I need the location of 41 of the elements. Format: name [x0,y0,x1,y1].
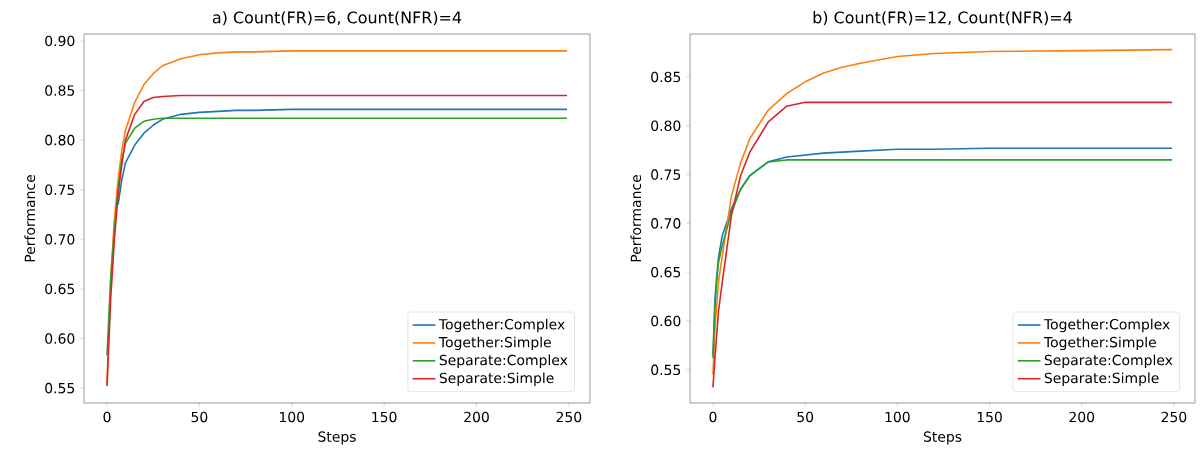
y-tick-label: 0.60 [45,333,75,344]
y-tick-label: 0.65 [45,283,75,295]
y-tick-label: 0.85 [651,71,681,83]
y-tick-label: 0.75 [45,184,75,195]
y-tick-label: 0.55 [651,364,681,376]
y-tick-label: 0.85 [45,85,75,96]
legend-label: Together:Simple [1043,336,1156,351]
x-tick-label: 150 [977,411,1002,423]
x-tick-label: 50 [797,411,814,423]
legend-label: Together:Complex [438,318,565,333]
x-tick-label: 50 [191,411,208,423]
y-tick-label: 0.60 [651,315,681,327]
x-tick-label: 150 [372,411,397,423]
legend-label: Together:Simple [438,336,551,351]
x-tick-label: 0 [103,411,111,423]
x-tick-label: 250 [556,411,582,423]
x-tick-label: 100 [885,411,910,423]
x-axis-title: Steps [318,431,356,445]
y-tick-label: 0.80 [45,134,75,146]
x-axis-title: Steps [923,431,962,445]
x-tick-label: 200 [464,411,489,423]
y-tick-label: 0.65 [651,266,681,278]
y-axis-title: Performance [24,175,36,262]
y-axis-title: Performance [630,175,642,262]
chart-title: b) Count(FR)=12, Count(NFR)=4 [813,11,1072,26]
x-tick-label: 0 [709,411,717,423]
legend-label: Separate:Complex [439,354,568,369]
y-tick-label: 0.70 [45,234,75,245]
y-tick-label: 0.80 [651,120,681,132]
y-tick-label: 0.75 [651,169,681,180]
legend-label: Separate:Simple [439,372,554,386]
legend-label: Together:Complex [1043,318,1170,333]
legend-label: Separate:Complex [1044,354,1173,369]
x-tick-label: 100 [279,411,305,423]
legend-label: Separate:Simple [1044,372,1159,386]
x-tick-label: 200 [1069,411,1095,423]
y-tick-label: 0.90 [45,35,75,47]
chart-title: a) Count(FR)=6, Count(NFR)=4 [212,11,462,26]
x-tick-label: 250 [1161,411,1187,423]
y-tick-label: 0.55 [45,382,75,394]
y-tick-label: 0.70 [651,218,681,229]
